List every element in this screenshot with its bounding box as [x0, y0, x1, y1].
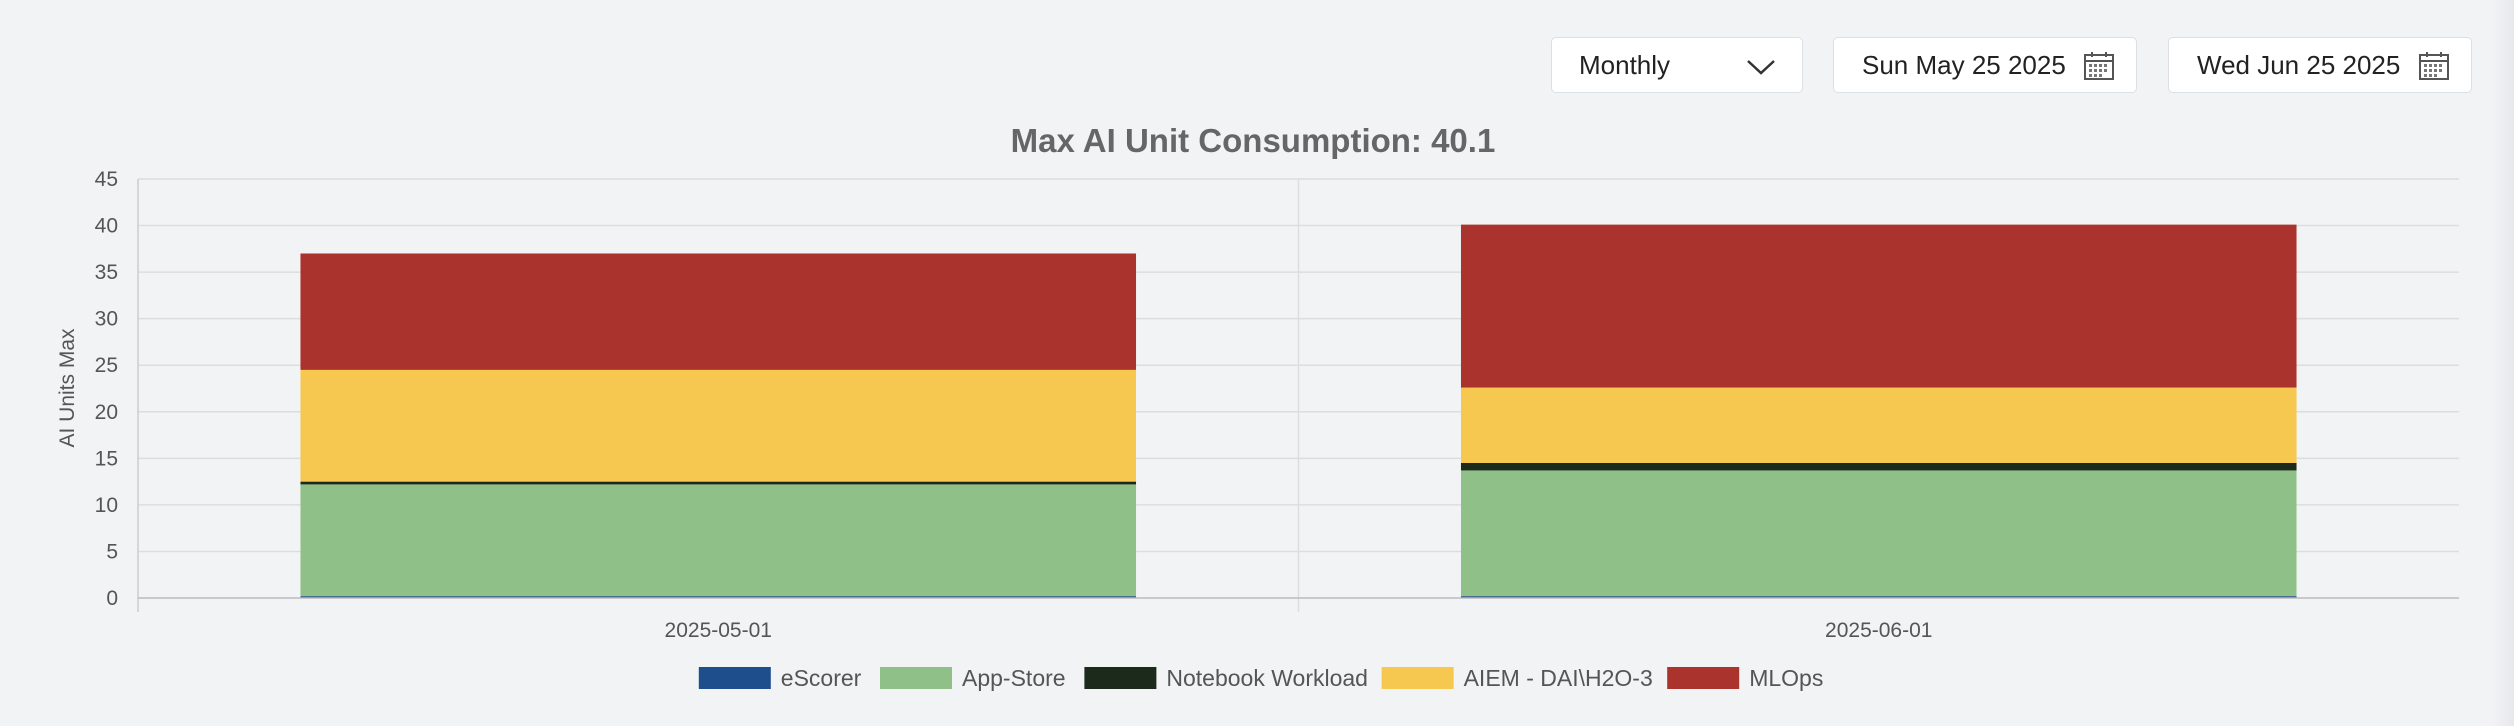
- start-date-picker[interactable]: Sun May 25 2025: [1833, 37, 2137, 93]
- y-tick-label: 35: [95, 261, 118, 284]
- bar-segment[interactable]: [300, 369, 1137, 482]
- chart-legend: eScorer App-Store Notebook Workload AIEM - …: [698, 665, 1823, 691]
- legend-item[interactable]: AIEM - DAI\H2O-3: [1381, 665, 1653, 691]
- legend-label: App-Store: [962, 665, 1066, 691]
- legend-item[interactable]: eScorer: [698, 665, 862, 691]
- legend-swatch: [880, 667, 952, 689]
- legend-label: AIEM - DAI\H2O-3: [1464, 665, 1653, 691]
- bar-segment[interactable]: [1460, 387, 2297, 463]
- legend-item[interactable]: MLOps: [1667, 665, 1823, 691]
- bar-segment[interactable]: [300, 481, 1137, 485]
- legend-swatch: [698, 667, 771, 689]
- chart-bars: [300, 224, 2297, 598]
- calendar-icon[interactable]: [2419, 52, 2449, 87]
- y-tick-label: 5: [106, 540, 118, 563]
- y-tick-label: 30: [95, 308, 118, 331]
- bar-segment[interactable]: [1460, 470, 2297, 597]
- calendar-icon[interactable]: [2084, 52, 2114, 87]
- y-tick-label: 10: [95, 494, 118, 517]
- bar-segment[interactable]: [300, 253, 1137, 370]
- legend-item[interactable]: App-Store: [880, 665, 1066, 691]
- bar-segment[interactable]: [1460, 596, 2297, 598]
- y-tick-label: 20: [95, 401, 118, 424]
- y-tick-label: 25: [95, 354, 118, 377]
- period-select-value: Monthly: [1579, 49, 1671, 80]
- x-tick-label: 2025-06-01: [1825, 619, 1932, 642]
- legend-item[interactable]: Notebook Workload: [1084, 665, 1368, 691]
- legend-swatch: [1667, 667, 1740, 689]
- legend-label: eScorer: [781, 665, 862, 691]
- y-tick-label: 45: [95, 168, 118, 191]
- bar-segment[interactable]: [300, 596, 1137, 598]
- legend-label: Notebook Workload: [1166, 665, 1368, 691]
- start-date-value: Sun May 25 2025: [1862, 49, 2066, 80]
- y-axis-title: AI Units Max: [56, 328, 79, 448]
- bar-segment[interactable]: [1460, 224, 2297, 388]
- y-tick-label: 15: [95, 447, 118, 470]
- period-select[interactable]: Monthly: [1551, 37, 1803, 93]
- chevron-down-icon: [1746, 54, 1776, 85]
- stacked-bar-chart: Max AI Unit Consumption: 40.1 0510152025…: [56, 122, 2459, 691]
- end-date-value: Wed Jun 25 2025: [2197, 49, 2401, 80]
- y-tick-label: 40: [95, 215, 118, 238]
- chart-title: Max AI Unit Consumption: 40.1: [1011, 122, 1496, 159]
- legend-swatch: [1084, 667, 1157, 689]
- bar-segment[interactable]: [300, 484, 1137, 597]
- end-date-picker[interactable]: Wed Jun 25 2025: [2168, 37, 2472, 93]
- scroll-shadow: [2492, 0, 2514, 726]
- legend-swatch: [1381, 667, 1454, 689]
- legend-label: MLOps: [1749, 665, 1823, 691]
- y-tick-label: 0: [106, 587, 118, 610]
- x-tick-label: 2025-05-01: [665, 619, 772, 642]
- bar-segment[interactable]: [1460, 462, 2297, 471]
- chart-axes: 0 5 10 15 20 25 30 35 40 45 2025-05-01 2025-06-01: [95, 168, 2459, 642]
